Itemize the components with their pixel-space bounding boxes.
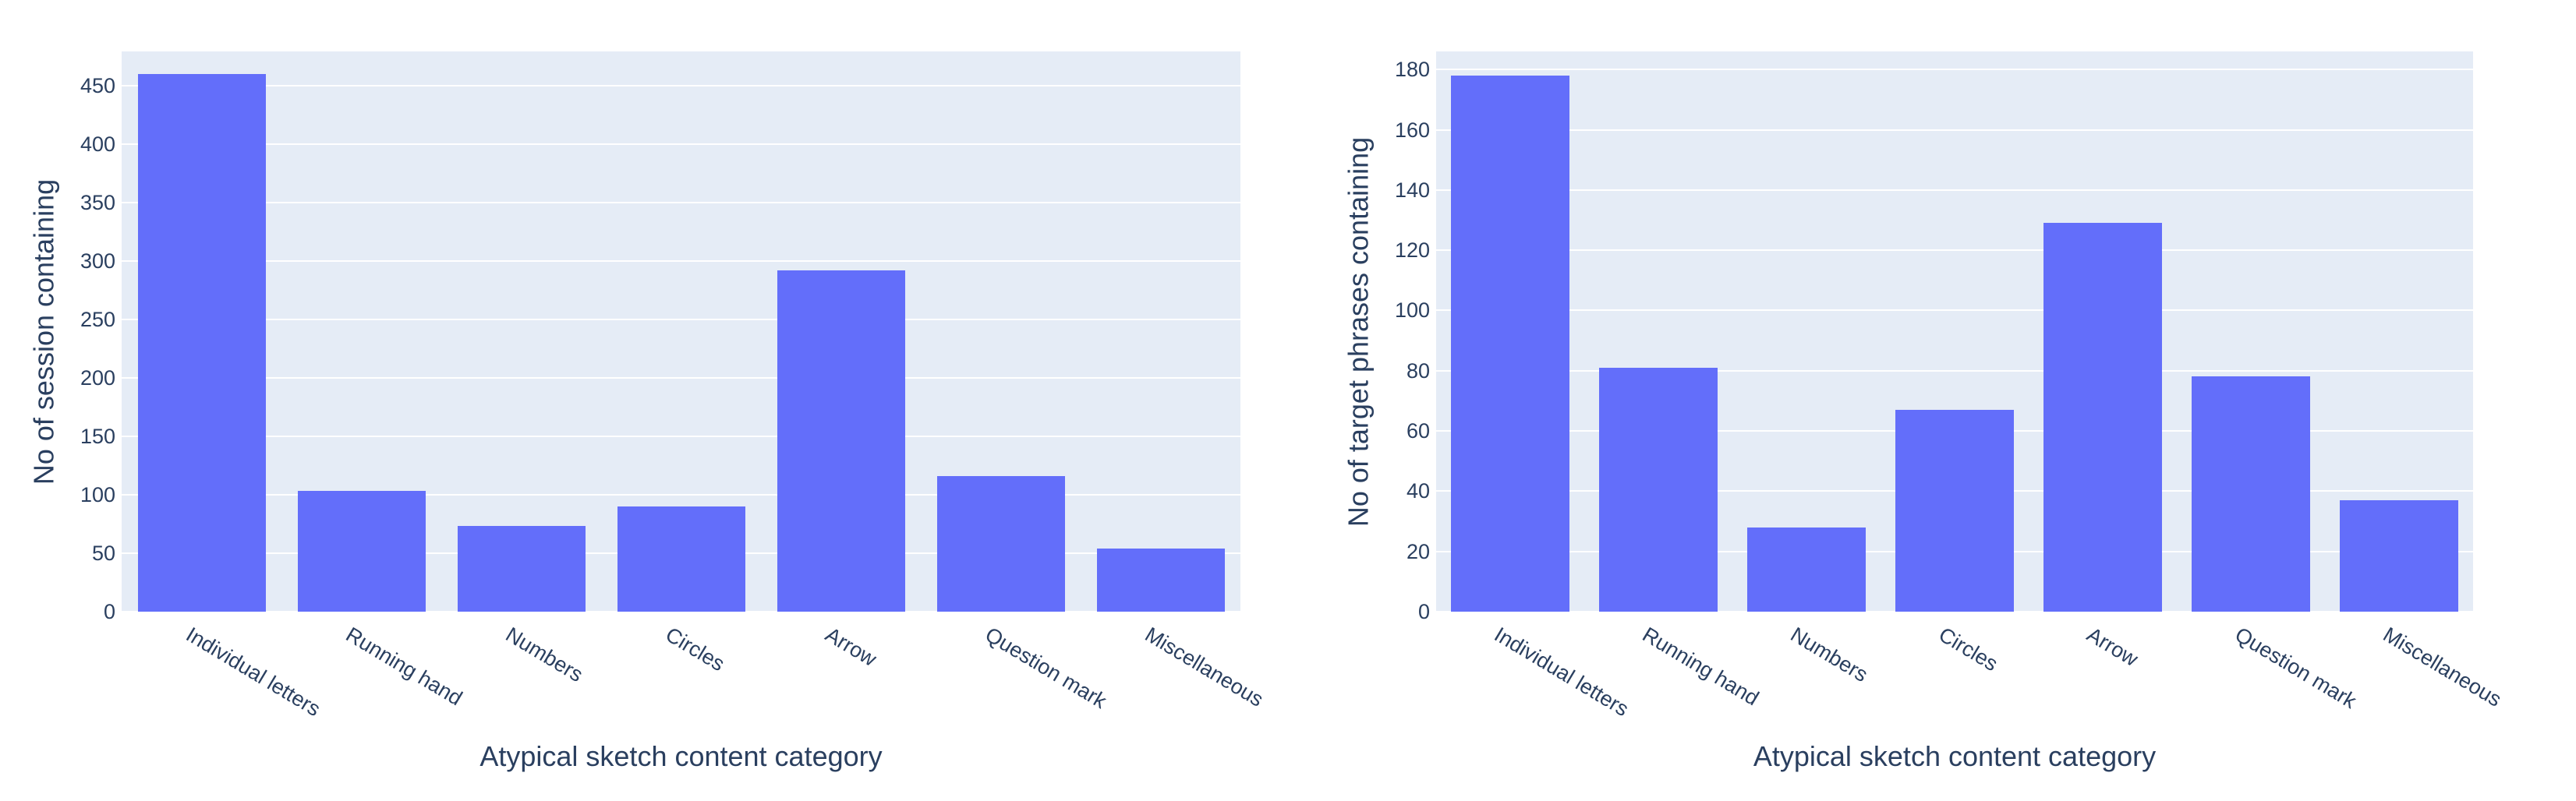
- right-x-axis-title: Atypical sketch content category: [1753, 740, 2157, 772]
- y-tick-label-160: 160: [1394, 118, 1430, 142]
- x-tick-label-running-hand: Running hand: [341, 623, 466, 711]
- y-tick-label-80: 80: [1406, 358, 1430, 383]
- y-tick-label-100: 100: [1394, 298, 1430, 323]
- gridline-y-100: [1436, 309, 2473, 312]
- x-tick-label-individual-letters: Individual letters: [1490, 623, 1633, 722]
- x-tick-label-arrow: Arrow: [2082, 623, 2143, 672]
- gridline-y-120: [1436, 249, 2473, 252]
- y-tick-label-20: 20: [1406, 539, 1430, 563]
- gridline-y-450: [122, 84, 1240, 86]
- y-tick-label-400: 400: [80, 132, 115, 156]
- y-tick-label-40: 40: [1406, 479, 1430, 503]
- gridline-y-0: [1436, 611, 2473, 612]
- left-plot-area: [122, 51, 1240, 612]
- bar-numbers: [1747, 527, 1866, 612]
- y-tick-label-0: 0: [1417, 600, 1430, 623]
- y-tick-label-350: 350: [80, 190, 115, 214]
- y-tick-label-180: 180: [1394, 58, 1430, 82]
- x-tick-label-numbers: Numbers: [501, 623, 587, 687]
- bar-question-mark: [2192, 376, 2310, 612]
- x-tick-label-circles: Circles: [1934, 623, 2002, 676]
- gridline-y-80: [1436, 369, 2473, 372]
- x-tick-label-question-mark: Question mark: [981, 623, 1110, 714]
- bar-running-hand: [297, 491, 426, 612]
- bar-individual-letters: [137, 73, 266, 612]
- y-tick-label-450: 450: [80, 73, 115, 97]
- left-x-axis-title: Atypical sketch content category: [479, 740, 883, 772]
- gridline-y-150: [122, 435, 1240, 437]
- right-plot-area: [1436, 51, 2473, 612]
- bar-circles: [617, 506, 745, 612]
- gridline-y-350: [122, 201, 1240, 203]
- gridline-y-250: [122, 318, 1240, 320]
- x-tick-label-miscellaneous: Miscellaneous: [1141, 623, 1268, 711]
- gridline-y-140: [1436, 189, 2473, 191]
- y-tick-label-100: 100: [80, 482, 115, 506]
- x-tick-label-individual-letters: Individual letters: [182, 623, 324, 722]
- bar-individual-letters: [1451, 75, 1569, 612]
- y-tick-label-140: 140: [1394, 178, 1430, 202]
- x-tick-label-numbers: Numbers: [1786, 623, 1872, 687]
- y-tick-label-250: 250: [80, 307, 115, 331]
- bar-miscellaneous: [2340, 499, 2458, 612]
- bar-arrow: [2043, 223, 2162, 612]
- bar-question-mark: [936, 475, 1065, 612]
- gridline-y-180: [1436, 69, 2473, 71]
- bar-arrow: [777, 270, 905, 612]
- gridline-y-0: [122, 611, 1240, 612]
- gridline-y-200: [122, 376, 1240, 379]
- y-tick-label-120: 120: [1394, 238, 1430, 263]
- x-tick-label-miscellaneous: Miscellaneous: [2379, 623, 2506, 711]
- x-tick-label-running-hand: Running hand: [1638, 623, 1764, 711]
- gridline-y-160: [1436, 129, 2473, 131]
- gridline-y-300: [122, 259, 1240, 262]
- y-tick-label-60: 60: [1406, 419, 1430, 443]
- gridline-y-400: [122, 143, 1240, 145]
- x-tick-label-question-mark: Question mark: [2231, 623, 2361, 714]
- y-tick-label-300: 300: [80, 249, 115, 273]
- x-tick-label-arrow: Arrow: [821, 623, 880, 672]
- bar-circles: [1895, 410, 2014, 612]
- bar-miscellaneous: [1096, 548, 1225, 612]
- y-tick-label-200: 200: [80, 365, 115, 390]
- bar-running-hand: [1599, 367, 1718, 612]
- x-tick-label-circles: Circles: [661, 623, 729, 676]
- gridline-y-100: [122, 493, 1240, 496]
- y-tick-label-50: 50: [91, 541, 115, 565]
- bar-numbers: [457, 526, 586, 612]
- y-tick-label-0: 0: [103, 600, 115, 623]
- y-tick-label-150: 150: [80, 424, 115, 448]
